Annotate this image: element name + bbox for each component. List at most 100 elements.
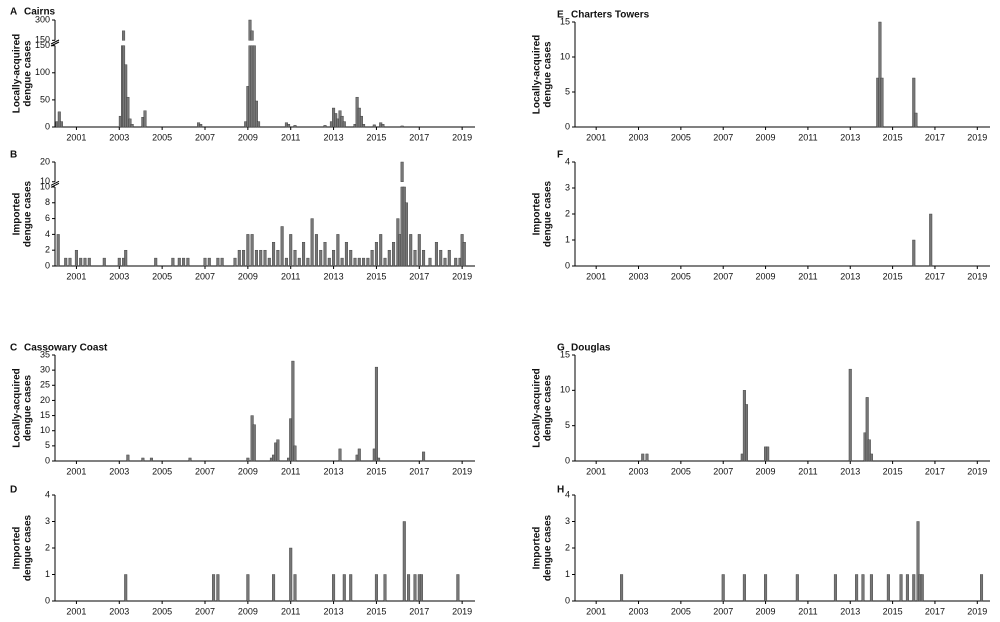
- bar: [855, 574, 859, 602]
- x-tick-label: 2005: [152, 466, 172, 476]
- x-tick-label: 2001: [586, 466, 606, 476]
- x-tick-label: 2013: [840, 466, 860, 476]
- x-tick-label: 2011: [798, 132, 817, 142]
- bar: [332, 574, 336, 602]
- bar: [620, 574, 624, 602]
- y-tick-label: 30: [40, 365, 50, 375]
- bar: [419, 574, 423, 602]
- y-tick-label: 3: [565, 516, 570, 526]
- bar: [402, 521, 406, 602]
- y-tick-label: 10: [560, 385, 570, 395]
- y-tick-label: 10: [40, 181, 50, 191]
- x-tick-label: 2007: [195, 132, 215, 142]
- bar: [310, 218, 314, 267]
- bar: [357, 448, 361, 462]
- bar: [721, 574, 725, 602]
- y-tick-label: 0: [45, 121, 50, 131]
- bar: [912, 574, 916, 602]
- x-tick-label: 2001: [66, 132, 86, 142]
- bar: [377, 457, 381, 462]
- x-tick-label: 2011: [798, 606, 817, 616]
- x-tick-label: 2017: [409, 606, 429, 616]
- y-tick-label: 0: [45, 260, 50, 270]
- bar: [122, 30, 126, 41]
- x-tick-label: 2011: [798, 466, 817, 476]
- bar: [381, 124, 385, 128]
- x-tick-label: 2001: [66, 271, 86, 281]
- bar: [323, 125, 327, 128]
- bar: [149, 457, 153, 462]
- bar: [422, 451, 426, 462]
- x-tick-label: 2003: [629, 606, 649, 616]
- bar: [257, 121, 261, 128]
- bar: [374, 574, 378, 602]
- x-tick-label: 2009: [238, 132, 258, 142]
- y-tick-label: 0: [565, 595, 570, 605]
- bar: [766, 446, 770, 462]
- bar: [362, 257, 366, 267]
- bar: [379, 234, 383, 267]
- bar: [400, 125, 404, 128]
- bar: [246, 234, 250, 267]
- bar: [349, 249, 353, 267]
- bar: [289, 547, 293, 602]
- bar: [117, 257, 121, 267]
- x-tick-label: 2013: [324, 466, 344, 476]
- y-axis-label: dengue cases: [543, 180, 554, 247]
- bar: [87, 257, 91, 267]
- x-tick-label: 2003: [629, 466, 649, 476]
- bar: [188, 457, 192, 462]
- bar: [102, 257, 106, 267]
- panel-title: Charters Towers: [571, 10, 650, 21]
- bar: [920, 574, 924, 602]
- bar: [220, 257, 224, 267]
- x-tick-label: 2003: [629, 132, 649, 142]
- x-tick-label: 2015: [366, 132, 386, 142]
- bar: [366, 257, 370, 267]
- bar: [124, 64, 128, 128]
- y-tick-label: 2: [45, 542, 50, 552]
- x-tick-label: 2011: [798, 271, 817, 281]
- bar: [233, 257, 237, 267]
- x-tick-label: 2007: [713, 466, 733, 476]
- bar: [128, 118, 132, 128]
- bar: [413, 249, 417, 267]
- bar: [64, 257, 68, 267]
- bar: [287, 124, 291, 128]
- bar: [342, 574, 346, 602]
- bar: [267, 257, 271, 267]
- x-tick-label: 2017: [925, 466, 945, 476]
- x-tick-label: 2009: [756, 466, 776, 476]
- y-tick-label: 15: [560, 349, 570, 359]
- bar: [865, 397, 869, 462]
- bar: [56, 234, 60, 267]
- bar: [362, 124, 366, 128]
- x-tick-label: 2011: [281, 606, 300, 616]
- x-tick-label: 2007: [713, 271, 733, 281]
- y-tick-label: 4: [45, 489, 50, 499]
- bar: [383, 574, 387, 602]
- panel-label: C: [10, 343, 17, 354]
- y-axis-label: dengue cases: [23, 514, 34, 581]
- y-axis-label: Locally-acquired: [12, 34, 23, 113]
- x-tick-label: 2007: [713, 132, 733, 142]
- bar: [357, 257, 361, 267]
- x-tick-label: 2011: [281, 132, 300, 142]
- x-tick-label: 2001: [66, 606, 86, 616]
- bar: [878, 21, 882, 128]
- bar: [462, 242, 466, 267]
- bar: [293, 249, 297, 267]
- bar: [372, 124, 376, 128]
- bar: [252, 424, 256, 462]
- bar: [272, 574, 276, 602]
- bar: [861, 574, 865, 602]
- bar: [250, 30, 254, 41]
- x-tick-label: 2005: [152, 271, 172, 281]
- y-axis-label: Imported: [12, 193, 23, 236]
- bar: [912, 77, 916, 128]
- bar: [248, 19, 252, 41]
- bar: [867, 439, 871, 462]
- x-tick-label: 2003: [109, 132, 129, 142]
- bar: [338, 448, 342, 462]
- y-tick-label: 35: [40, 349, 50, 359]
